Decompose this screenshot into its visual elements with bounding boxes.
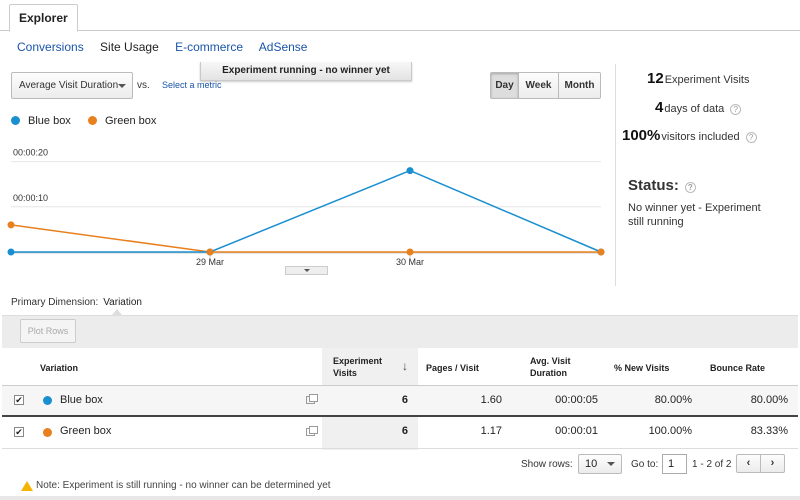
row-checkbox[interactable]: ✔ — [14, 427, 24, 437]
stat-label: days of data — [664, 103, 725, 115]
legend-item-green-box: Green box — [88, 115, 156, 127]
help-icon[interactable]: ? — [745, 132, 757, 143]
data-point — [206, 248, 214, 256]
header-pages-per-visit[interactable]: Pages / Visit — [426, 363, 479, 373]
x-tick-label: 30 Mar — [396, 257, 424, 267]
series-line — [10, 224, 601, 253]
page-range: 1 - 2 of 2 — [692, 459, 732, 470]
line-chart: 00:00:20 00:00:10 29 Mar 30 Mar — [7, 148, 605, 267]
cell-avg-duration: 00:00:01 — [555, 425, 598, 437]
subnav-ecommerce[interactable]: E-commerce — [175, 40, 244, 54]
show-rows-select[interactable]: 10 — [578, 454, 622, 474]
table-toolbar — [2, 315, 798, 348]
period-month-button[interactable]: Month — [558, 72, 601, 99]
subnav-conversions[interactable]: Conversions — [17, 40, 84, 54]
status-heading: Status:? — [628, 177, 696, 194]
goto-page-input[interactable]: 1 — [662, 454, 687, 474]
stat-label: visitors included — [661, 131, 740, 143]
experiment-visits-stat: 12Experiment Visits — [647, 70, 749, 87]
data-point — [7, 248, 15, 256]
header-variation[interactable]: Variation — [40, 363, 79, 373]
series-line — [11, 169, 602, 253]
status-text: No winner yet - Experiment still running — [628, 202, 761, 228]
sort-descending-icon[interactable]: ↓ — [402, 359, 408, 373]
series-dot-icon — [43, 396, 52, 405]
stat-value: 4 — [655, 99, 664, 116]
series-dot-icon — [11, 116, 20, 125]
period-day-button[interactable]: Day — [490, 72, 519, 99]
chevron-down-icon — [118, 84, 126, 88]
y-tick-label: 00:00:10 — [13, 193, 48, 203]
help-icon[interactable]: ? — [730, 104, 742, 115]
variation-name: Blue box — [60, 394, 103, 406]
legend-label: Green box — [105, 115, 157, 127]
header-experiment-visits[interactable]: Experiment Visits — [333, 356, 383, 378]
cell-new-visits: 80.00% — [654, 394, 692, 406]
plot-rows-button[interactable]: Plot Rows — [20, 319, 76, 343]
cell-pages-per-visit: 1.60 — [480, 394, 502, 406]
subnav-site-usage[interactable]: Site Usage — [100, 40, 159, 54]
cell-pages-per-visit: 1.17 — [480, 425, 502, 437]
help-icon[interactable]: ? — [684, 182, 696, 193]
stat-label: Experiment Visits — [664, 74, 750, 86]
metric-dropdown-value: Average Visit Duration — [19, 80, 119, 91]
subnav-adsense[interactable]: AdSense — [258, 40, 308, 54]
footer-bar — [0, 496, 800, 500]
header-bounce-rate[interactable]: Bounce Rate — [710, 363, 766, 373]
variation-name: Green box — [60, 425, 112, 437]
cell-avg-duration: 00:00:05 — [555, 394, 598, 406]
goto-label: Go to: — [631, 459, 659, 470]
metric-dropdown[interactable]: Average Visit Duration — [11, 72, 133, 99]
row-checkbox[interactable]: ✔ — [14, 395, 24, 405]
dimension-pointer — [112, 309, 122, 315]
chevron-down-icon — [304, 269, 310, 272]
table-row: ✔ Blue box 6 1.60 00:00:05 80.00% 80.00% — [2, 386, 798, 417]
warning-icon — [21, 481, 33, 491]
primary-dimension-variation[interactable]: Variation — [103, 297, 142, 308]
header-avg-visit-duration[interactable]: Avg. Visit Duration — [530, 356, 571, 378]
cell-visits: 6 — [401, 394, 408, 406]
data-point — [597, 248, 605, 256]
vs-label: vs. — [137, 80, 150, 91]
experiment-note: Note: Experiment is still running - no w… — [36, 480, 331, 491]
cell-bounce-rate: 83.33% — [750, 425, 788, 437]
table-row: ✔ Green box 6 1.17 00:00:01 100.00% 83.3… — [2, 418, 798, 449]
data-point — [406, 248, 414, 256]
select-metric-link[interactable]: Select a metric — [162, 80, 222, 90]
next-page-button[interactable]: › — [760, 454, 785, 473]
primary-dimension: Primary Dimension: Variation — [11, 297, 142, 308]
primary-dimension-label: Primary Dimension: — [11, 297, 99, 308]
days-of-data-stat: 4days of data? — [655, 99, 742, 116]
status-title: Status: — [628, 177, 679, 194]
chevron-down-icon — [607, 462, 615, 466]
y-tick-label: 00:00:20 — [13, 148, 48, 158]
previous-page-button[interactable]: ‹ — [736, 454, 761, 473]
cell-new-visits: 100.00% — [648, 425, 692, 437]
data-point — [7, 221, 15, 229]
series-dot-icon — [88, 116, 97, 125]
report-subnav: Conversions Site Usage E-commerce AdSens… — [17, 40, 320, 54]
series-dot-icon — [43, 428, 52, 437]
open-variation-icon[interactable] — [306, 426, 318, 436]
tab-explorer[interactable]: Explorer — [9, 4, 78, 32]
period-week-button[interactable]: Week — [518, 72, 559, 99]
cell-visits: 6 — [401, 425, 408, 437]
table-header — [2, 348, 798, 386]
legend-label: Blue box — [28, 115, 71, 127]
stat-value: 100% — [622, 127, 661, 144]
cell-bounce-rate: 80.00% — [750, 394, 788, 406]
divider — [615, 64, 616, 286]
open-variation-icon[interactable] — [306, 394, 318, 404]
experiment-status-banner: Experiment running - no winner yet — [200, 62, 412, 81]
tab-bar: Explorer — [0, 0, 800, 32]
stat-value: 12 — [647, 70, 664, 87]
visitors-included-stat: 100%visitors included? — [622, 127, 757, 144]
header-new-visits[interactable]: % New Visits — [614, 363, 670, 373]
show-rows-value: 10 — [585, 458, 598, 470]
data-point — [406, 167, 414, 175]
collapse-chart-button[interactable] — [285, 266, 328, 275]
x-tick-label: 29 Mar — [196, 257, 224, 267]
show-rows-label: Show rows: — [521, 459, 573, 470]
legend-item-blue-box: Blue box — [11, 115, 71, 127]
